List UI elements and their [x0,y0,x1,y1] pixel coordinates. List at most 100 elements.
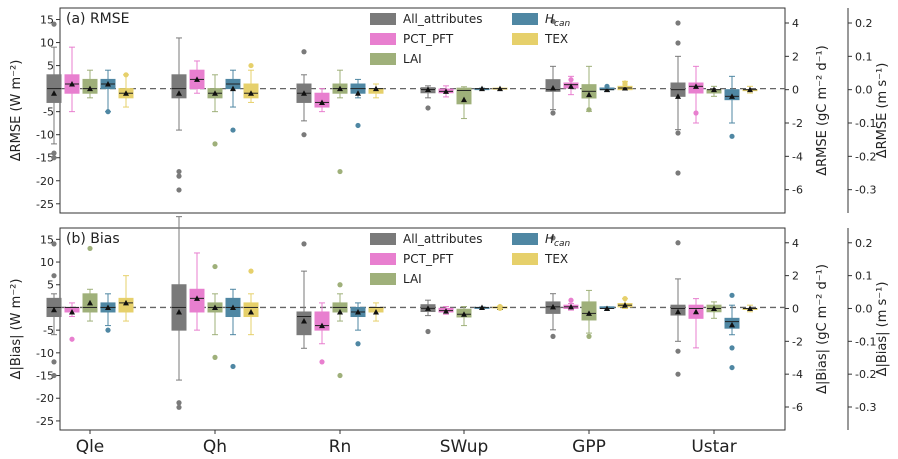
mean-marker [337,308,343,315]
mean-marker [604,86,610,93]
legend-label-main: H [545,232,554,246]
outlier-point [622,82,628,88]
category-label: Qh [203,437,227,457]
mean-marker [622,85,628,91]
right-tick-label-2: 0.2 [855,237,873,250]
legend-item: Hcan [512,232,570,249]
outlier-point [586,333,592,339]
right-tick-label: -6 [792,184,803,197]
box-tex [742,304,758,313]
box-lai [332,69,348,175]
outlier-point [729,133,735,139]
box-pct-pft [563,75,579,96]
outlier-point [87,245,93,252]
right-tick-label-2: -0.3 [855,401,876,414]
box-h-can [474,85,490,92]
box-pct-pft [189,60,205,94]
mean-marker [693,308,699,315]
box-all-attributes [296,241,312,349]
outlier-point [425,105,431,111]
outlier-point [693,110,699,116]
mean-marker [747,305,753,311]
legend-swatch [370,253,396,265]
outlier-point [248,62,254,69]
outlier-point [550,110,556,116]
panel-title: (b) Bias [66,231,120,247]
legend-label-main: H [545,12,554,26]
left-tick-label: -20 [36,175,54,188]
box-tex [492,85,508,92]
outlier-point [176,400,182,406]
right-tick-label: 2 [792,270,799,283]
right-tick-label: -2 [792,117,803,130]
panel-bias: 151050-5-10-15-20-25420-2-4-60.20.10.0-0… [9,216,890,431]
mean-marker [425,86,431,93]
box-h-can [225,69,241,133]
outlier-point [586,107,592,113]
outlier-point [176,173,182,179]
legend-label: PCT_PFT [403,252,454,266]
box-all-attributes [420,85,436,111]
mean-marker [675,308,681,315]
mean-marker [51,306,57,313]
mean-marker [87,85,93,92]
mean-marker [176,90,182,96]
outlier-point [550,18,556,24]
legend-label: Hcan [545,232,570,249]
mean-marker [105,81,111,87]
mean-marker [212,90,218,96]
mean-marker [568,83,574,89]
outlier-point [51,273,57,279]
box-pct-pft [563,297,579,311]
y-axis-label-right-2: ΔRMSE (m s⁻¹) [875,63,890,159]
right-tick-label-2: -0.3 [855,184,876,197]
mean-marker [586,91,592,98]
mean-marker [69,308,75,315]
mean-marker [105,304,111,310]
mean-marker [479,85,485,92]
outlier-point [497,305,503,311]
legend-swatch [370,33,396,45]
mean-marker [604,305,610,311]
left-tick-label: -15 [36,152,54,165]
outlier-point [51,359,57,365]
box-lai [581,65,597,113]
legend-item: PCT_PFT [370,32,454,46]
box-lai [706,301,722,319]
mean-marker [176,308,182,315]
mean-marker [319,322,325,329]
box-lai [456,86,472,120]
box-tex [617,80,633,91]
outlier-point [105,109,111,115]
box-h-can [350,78,366,129]
box-tex [243,62,259,103]
outlier-point [337,282,343,288]
outlier-point [550,235,556,241]
panel-title: (a) RMSE [66,11,130,27]
legend-label-subscript: can [554,239,570,249]
box-tex [368,83,384,99]
box-pct-pft [688,65,704,124]
outlier-point [729,364,735,371]
box-all-attributes [46,241,62,379]
box-pct-pft [314,302,330,365]
outlier-point [51,21,57,27]
mean-marker [123,90,129,96]
mean-marker [622,302,628,308]
right-tick-label-2: 0.2 [855,17,873,30]
legend-item: All_attributes [370,232,482,246]
outlier-point [230,363,236,370]
outlier-point [176,404,182,410]
box-h-can [599,83,615,93]
mean-marker [693,83,699,89]
right-tick-label-2: 0.1 [855,270,873,283]
outlier-point [212,354,218,360]
mean-marker [194,76,200,82]
mean-marker [425,305,431,311]
box-tex [243,268,259,336]
right-tick-label: 4 [792,237,799,250]
outlier-point [425,328,431,335]
mean-marker [711,86,717,93]
right-tick-label-2: -0.1 [855,117,876,130]
legend-swatch [370,273,396,285]
